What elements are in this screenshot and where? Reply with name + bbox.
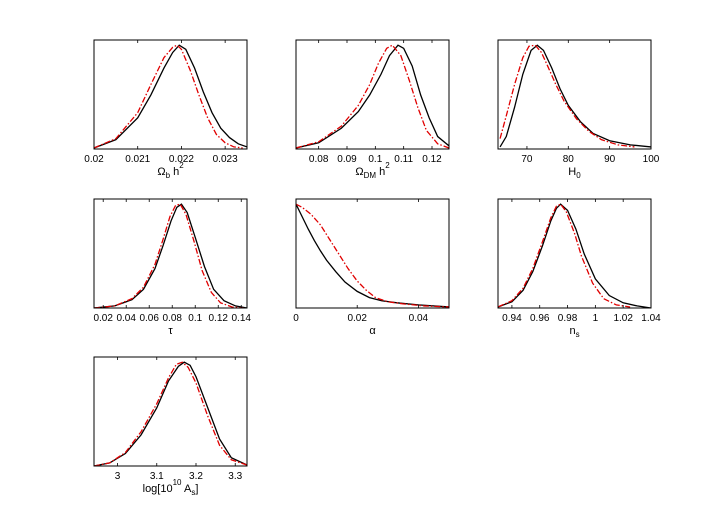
x-tick-label: 0.09 [337, 154, 357, 165]
x-tick-label: 1 [593, 313, 599, 324]
axes-frame [497, 39, 652, 150]
series-solid-line [296, 203, 449, 308]
x-axis-label: α [369, 325, 376, 337]
x-tick-label: 0.06 [139, 313, 159, 324]
x-tick-label: 0.12 [209, 313, 229, 324]
x-axis-label: H0​ [568, 166, 581, 180]
x-tick-label: 0.1 [368, 154, 382, 165]
series-dashdot-line [94, 361, 247, 466]
series-dashdot-line [498, 203, 631, 308]
x-tick-label: 0.04 [116, 313, 136, 324]
axes-frame [295, 198, 450, 309]
series-solid-line [94, 44, 247, 149]
series-dashdot-line [94, 44, 243, 149]
x-axis-label: Ωb​ h2​ [157, 161, 184, 180]
x-tick-label: 0.96 [530, 313, 550, 324]
x-tick-label: 0.08 [309, 154, 329, 165]
x-tick-label: 80 [563, 154, 575, 165]
series-solid-line [296, 44, 449, 149]
x-tick-label: 3 [115, 471, 121, 482]
x-axis-label: ΩDM​ h2​ [355, 161, 390, 180]
x-tick-label: 0.14 [232, 313, 252, 324]
x-tick-label: 0.08 [162, 313, 182, 324]
x-tick-label: 0.1 [188, 313, 202, 324]
x-axis-label: log[1010​ As​] [143, 478, 199, 497]
x-tick-label: 0.11 [394, 154, 413, 165]
x-tick-label: 1.04 [641, 313, 661, 324]
series-dashdot-line [296, 203, 449, 308]
panel-6: 0.94 0.96 0.98 1 1.02 1.04 ns​ [497, 198, 661, 339]
x-tick-label: 90 [604, 154, 616, 165]
axes-frame [497, 198, 652, 309]
series-dashdot-line [94, 203, 244, 308]
axes-frame [93, 356, 248, 467]
panel-1: 0.02 0.021 0.022 0.023 Ωb​ h2​ [84, 39, 248, 180]
x-tick-label: 0.04 [409, 313, 429, 324]
x-tick-label: 0.98 [558, 313, 578, 324]
axes-frame [93, 39, 248, 150]
x-tick-label: 100 [643, 154, 660, 165]
x-tick-label: 0 [293, 313, 299, 324]
series-solid-line [498, 203, 651, 308]
x-tick-label: 3.2 [189, 471, 203, 482]
x-tick-label: 0.94 [502, 313, 522, 324]
x-tick-label: 1.02 [613, 313, 633, 324]
x-tick-label: 70 [521, 154, 533, 165]
axes-frame [93, 198, 248, 309]
panel-2: 0.08 0.09 0.1 0.11 0.12 ΩDM​ h2​ [295, 39, 450, 180]
series-solid-line [94, 203, 247, 308]
x-tick-label: 0.02 [93, 313, 113, 324]
x-tick-label: 3.3 [228, 471, 242, 482]
x-tick-label: 0.02 [347, 313, 367, 324]
panel-7: 3 3.1 3.2 3.3 log[1010​ As​] [93, 356, 248, 497]
x-tick-label: 0.02 [84, 154, 104, 165]
panel-3: 70 80 90 100 H0​ [497, 39, 660, 180]
panel-5: 0 0.02 0.04 α [293, 198, 450, 337]
series-dashdot-line [499, 44, 635, 148]
panel-4: 0.02 0.04 0.06 0.08 0.1 0.12 0.14 τ [93, 198, 252, 337]
x-tick-label: 3.1 [150, 471, 164, 482]
x-tick-label: 0.022 [169, 154, 194, 165]
x-tick-label: 0.021 [125, 154, 150, 165]
x-tick-label: 0.023 [213, 154, 238, 165]
series-solid-line [94, 361, 247, 466]
axes-frame [295, 39, 450, 150]
x-axis-label: τ [168, 325, 173, 337]
series-solid-line [499, 44, 651, 148]
x-tick-label: 0.12 [422, 154, 442, 165]
series-dashdot-line [296, 44, 449, 149]
x-axis-label: ns​ [569, 325, 579, 339]
